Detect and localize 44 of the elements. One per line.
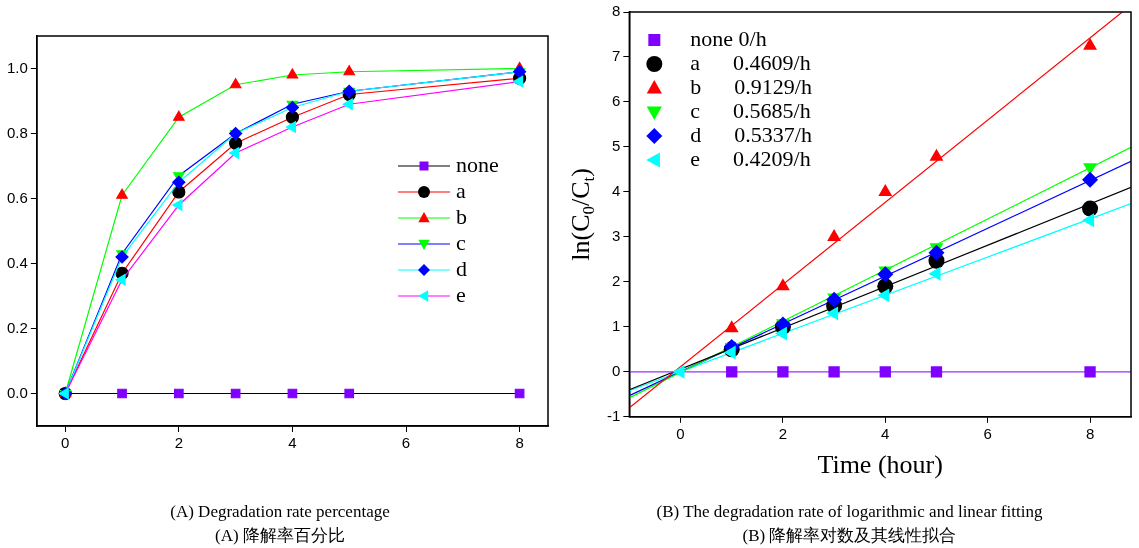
x-tick-label: 4 [881, 424, 890, 442]
legend-label: a 0.4609/h [690, 49, 811, 75]
y-tick-label: 0.4 [6, 253, 28, 271]
x-tick-label: 4 [288, 434, 297, 452]
x-tick-label: 2 [778, 424, 788, 442]
legend-label: c 0.5685/h [690, 97, 811, 123]
legend-label: b 0.9129/h [690, 73, 812, 99]
y-tick-label: 0.2 [6, 318, 28, 336]
x-tick-label: 0 [61, 434, 70, 452]
legend-label: a [456, 177, 466, 203]
y-tick-label: 1.0 [6, 58, 28, 76]
x-tick-label: 6 [401, 434, 411, 452]
y-tick-label: 1 [611, 316, 621, 334]
y-tick-label: 7 [611, 47, 621, 65]
y-tick-label: 8 [611, 2, 621, 20]
text: (A) Degradation rate percentage [169, 501, 391, 523]
x-tick-label: 8 [1085, 424, 1095, 442]
legend-label: d 0.5337/h [690, 121, 812, 147]
y-tick-label: 5 [611, 137, 621, 155]
y-axis-title: ln(C0/Ct) [565, 168, 599, 261]
y-tick-label: 2 [611, 272, 621, 290]
y-tick-label: 0.0 [6, 383, 28, 401]
legend-label: b [456, 203, 467, 229]
y-tick-label: -1 [606, 406, 621, 424]
y-tick-label: 3 [611, 227, 621, 245]
legend-label: none [456, 151, 499, 177]
y-tick-label: 0 [611, 361, 621, 379]
x-tick-label: 2 [174, 434, 184, 452]
x-tick-label: 0 [676, 424, 685, 442]
x-tick-label: 6 [983, 424, 992, 442]
text: (A) 降解率百分比 [214, 525, 346, 547]
text: (B) 降解率对数及其线性拟合 [741, 525, 958, 547]
legend-label: e 0.4209/h [690, 145, 811, 171]
y-tick-label: 0.6 [6, 188, 28, 206]
x-axis-title: Time (hour) [817, 450, 943, 480]
x-tick-label: 8 [515, 434, 524, 452]
legend-label: none 0/h [690, 25, 767, 51]
legend-label: d [456, 255, 467, 281]
y-tick-label: 0.8 [6, 123, 28, 141]
text: (B) The degradation rate of logarithmic and linear fitting [655, 501, 1044, 523]
legend-label: c [456, 229, 466, 255]
y-tick-label: 4 [611, 182, 621, 200]
y-tick-label: 6 [611, 92, 621, 110]
legend-label: e [456, 281, 466, 307]
